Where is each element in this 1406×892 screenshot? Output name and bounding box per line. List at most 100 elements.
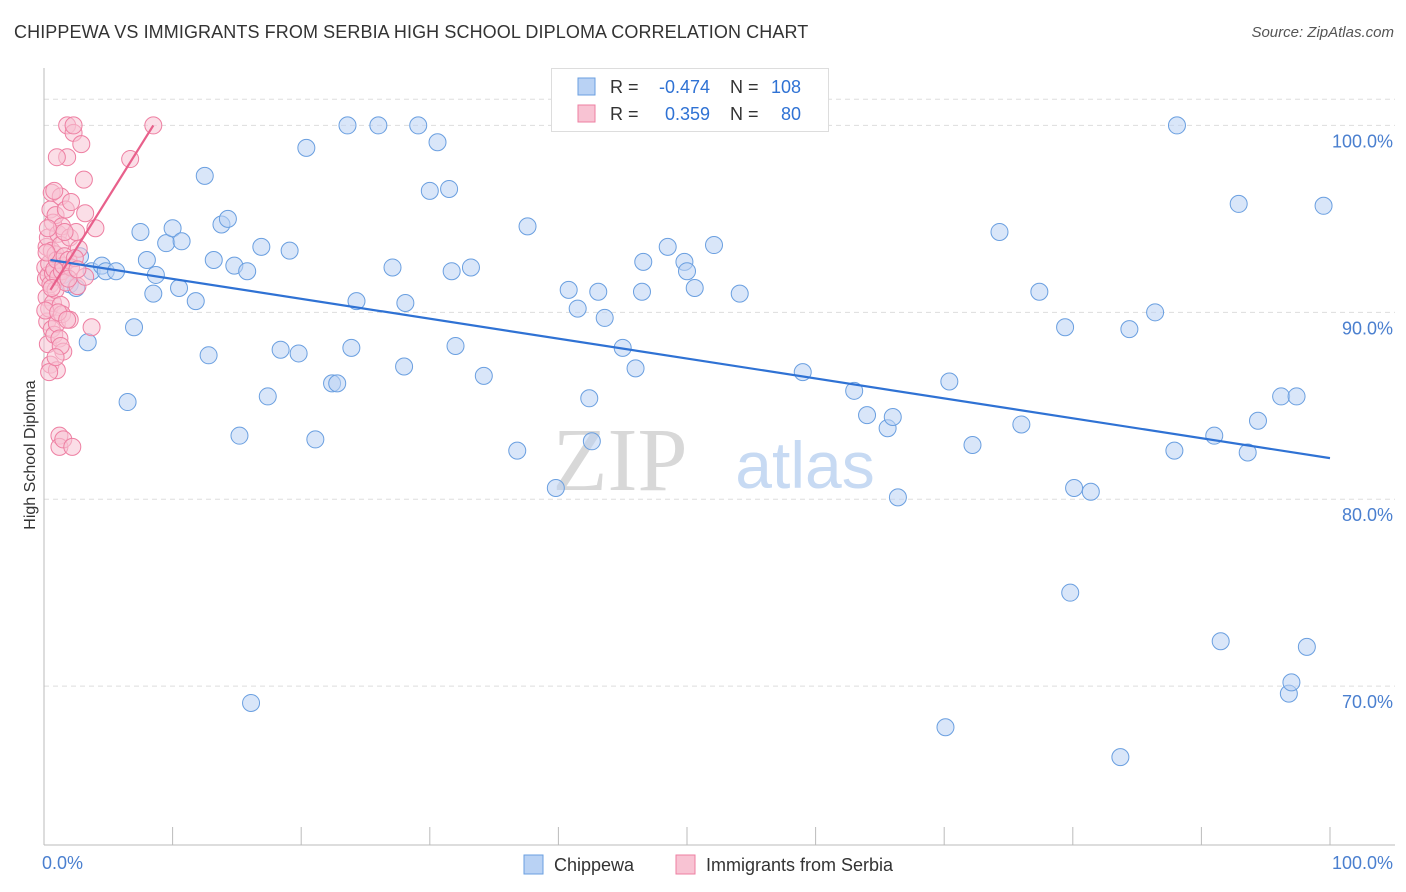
serbia-point xyxy=(47,148,66,167)
chippewa-point xyxy=(940,372,959,391)
chippewa-point xyxy=(242,693,261,712)
source-label: Source: ZipAtlas.com xyxy=(1251,24,1394,41)
chippewa-point xyxy=(199,346,218,365)
series-chippewa xyxy=(47,116,1333,767)
chippewa-point xyxy=(685,279,704,298)
chippewa-point xyxy=(705,236,724,255)
serbia-point xyxy=(74,170,93,189)
chippewa-point xyxy=(440,179,459,198)
chippewa-point xyxy=(163,219,182,238)
series-legend: Chippewa Immigrants from Serbia xyxy=(523,854,894,875)
serbia-point xyxy=(58,310,77,329)
chippewa-point xyxy=(858,406,877,425)
legend-swatch-chippewa xyxy=(577,77,596,96)
chippewa-point xyxy=(230,426,249,445)
serbia-point xyxy=(82,318,101,337)
chippewa-point xyxy=(546,479,565,498)
chippewa-point xyxy=(1167,116,1186,135)
chippewa-point xyxy=(131,222,150,241)
chippewa-point xyxy=(342,338,361,357)
chippewa-point xyxy=(518,217,537,236)
chippewa-point xyxy=(204,250,223,269)
chippewa-point xyxy=(582,432,601,451)
chippewa-point xyxy=(936,718,955,737)
gridlines xyxy=(44,98,1395,687)
bottom-legend-label-serbia: Immigrants from Serbia xyxy=(706,855,894,875)
chippewa-point xyxy=(730,284,749,303)
chippewa-point xyxy=(186,292,205,311)
legend-n-value-0: 108 xyxy=(771,77,801,97)
chippewa-point xyxy=(1211,632,1230,651)
chart-title: CHIPPEWA VS IMMIGRANTS FROM SERBIA HIGH … xyxy=(14,22,809,42)
chippewa-point xyxy=(589,282,608,301)
serbia-point xyxy=(38,219,57,238)
chippewa-point xyxy=(634,252,653,271)
chippewa-point xyxy=(461,258,480,277)
y-tick-label: 70.0% xyxy=(1342,692,1393,712)
serbia-point xyxy=(144,116,163,135)
chippewa-point xyxy=(338,116,357,135)
trend-line-serbia xyxy=(49,124,155,291)
chippewa-point xyxy=(1111,748,1130,767)
chippewa-point xyxy=(420,181,439,200)
chippewa-point xyxy=(1248,411,1267,430)
chippewa-point xyxy=(1287,387,1306,406)
chippewa-point xyxy=(238,262,257,281)
chippewa-point xyxy=(1030,282,1049,301)
y-tick-label: 90.0% xyxy=(1342,318,1393,338)
chippewa-point xyxy=(883,407,902,426)
x-tick-label-max: 100.0% xyxy=(1332,853,1393,873)
legend-n-label-0: N = xyxy=(730,77,759,97)
chippewa-point xyxy=(137,250,156,269)
y-tick-label: 100.0% xyxy=(1332,131,1393,151)
legend-n-value-1: 80 xyxy=(781,104,801,124)
chippewa-point xyxy=(1061,583,1080,602)
bottom-legend-swatch-serbia xyxy=(675,854,696,875)
chippewa-point xyxy=(396,293,415,312)
chippewa-point xyxy=(170,279,189,298)
stats-legend-content: R = -0.474 N = 108 R = 0.359 N = 80 xyxy=(577,77,801,124)
chippewa-point xyxy=(1314,196,1333,215)
chippewa-point xyxy=(845,381,864,400)
serbia-point xyxy=(63,437,82,456)
legend-r-label-1: R = xyxy=(610,104,639,124)
chippewa-point xyxy=(118,393,137,412)
axes: 70.0% 80.0% 90.0% 100.0% 0.0% 100.0% xyxy=(42,68,1395,873)
chippewa-point xyxy=(963,436,982,455)
chippewa-point xyxy=(632,282,651,301)
chippewa-point xyxy=(297,138,316,157)
chippewa-point xyxy=(395,357,414,376)
chippewa-point xyxy=(258,387,277,406)
chippewa-point xyxy=(1297,637,1316,656)
trend-line-chippewa xyxy=(50,258,1331,460)
chippewa-point xyxy=(580,389,599,408)
chippewa-point xyxy=(328,374,347,393)
chippewa-point xyxy=(172,232,191,251)
chippewa-point xyxy=(1065,479,1084,498)
chippewa-point xyxy=(1238,443,1257,462)
chippewa-point xyxy=(474,366,493,385)
watermark-zip: ZIP xyxy=(553,411,688,510)
chippewa-point xyxy=(125,318,144,337)
chippewa-point xyxy=(1056,318,1075,337)
chippewa-point xyxy=(990,222,1009,241)
chippewa-point xyxy=(306,430,325,449)
chippewa-point xyxy=(347,292,366,311)
chippewa-point xyxy=(195,166,214,185)
serbia-point xyxy=(62,193,81,212)
chippewa-point xyxy=(271,340,290,359)
legend-n-label-1: N = xyxy=(730,104,759,124)
watermark-atlas: atlas xyxy=(735,428,874,502)
chippewa-point xyxy=(1081,482,1100,501)
chippewa-point xyxy=(78,333,97,352)
trend-lines xyxy=(49,124,1331,460)
serbia-point xyxy=(37,243,56,262)
chippewa-point xyxy=(1229,194,1248,213)
serbia-point xyxy=(72,135,91,154)
serbia-point xyxy=(40,363,59,382)
chippewa-point xyxy=(289,344,308,363)
chippewa-point xyxy=(1282,673,1301,692)
legend-r-value-0: -0.474 xyxy=(659,77,710,97)
legend-r-value-1: 0.359 xyxy=(665,104,710,124)
